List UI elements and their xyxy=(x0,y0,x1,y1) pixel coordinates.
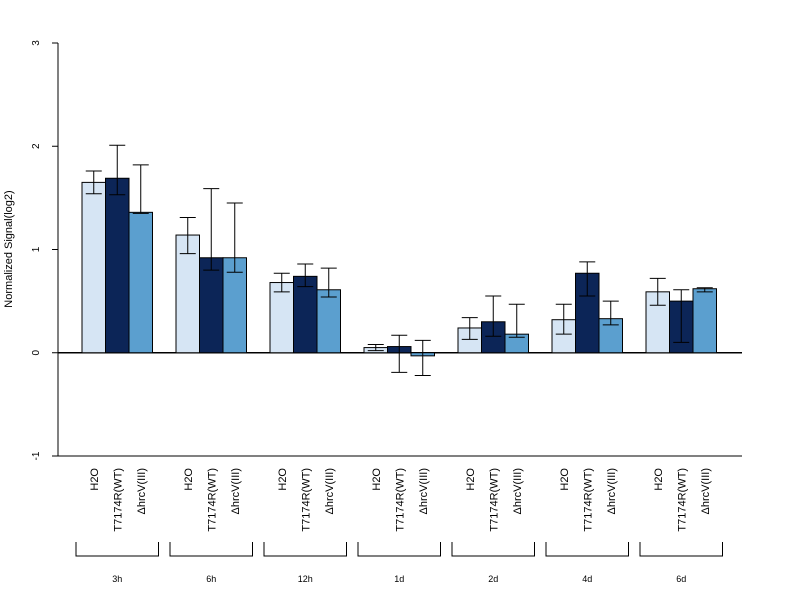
y-tick-label: 3 xyxy=(31,40,42,46)
bar-label: ΔhrcV(III) xyxy=(512,468,524,514)
group-label: 3h xyxy=(112,574,122,584)
group-bracket xyxy=(639,542,723,557)
bar-label: H2O xyxy=(653,468,665,491)
bar-label: T7174R(WT) xyxy=(300,468,312,532)
bar-label: ΔhrcV(III) xyxy=(700,468,712,514)
bar-label: ΔhrcV(III) xyxy=(606,468,618,514)
bar-label: T7174R(WT) xyxy=(112,468,124,532)
group-label: 2d xyxy=(488,574,498,584)
group-bracket xyxy=(263,542,347,557)
bar-label: T7174R(WT) xyxy=(394,468,406,532)
bar-label: ΔhrcV(III) xyxy=(136,468,148,514)
bar-label: ΔhrcV(III) xyxy=(418,468,430,514)
bar-label: H2O xyxy=(183,468,195,491)
bar-label: T7174R(WT) xyxy=(488,468,500,532)
bar-label: T7174R(WT) xyxy=(206,468,218,532)
bar xyxy=(128,211,153,354)
y-tick-label: 1 xyxy=(31,246,42,252)
bar xyxy=(692,288,717,354)
group-bracket xyxy=(357,542,441,557)
bar xyxy=(105,177,130,354)
bar-label: H2O xyxy=(465,468,477,491)
bar-label: H2O xyxy=(277,468,289,491)
bar xyxy=(81,181,106,354)
bar-label: ΔhrcV(III) xyxy=(230,468,242,514)
bar xyxy=(269,282,294,354)
group-label: 6d xyxy=(676,574,686,584)
y-axis: -1 0 1 2 3 xyxy=(31,40,59,460)
y-axis-title: Normalized Signal(log2) xyxy=(3,190,15,307)
bar-label: H2O xyxy=(371,468,383,491)
bar xyxy=(199,257,224,354)
bar xyxy=(293,275,318,354)
group-label: 12h xyxy=(298,574,313,584)
bar-label: T7174R(WT) xyxy=(676,468,688,532)
bar-labels-layer: H2O T7174R(WT) ΔhrcV(III) H2O T7174R(WT) Δhrc… xyxy=(89,468,712,532)
bar-label: H2O xyxy=(559,468,571,491)
bar-label: H2O xyxy=(89,468,101,491)
group-bracket xyxy=(75,542,159,557)
y-tick-label: -1 xyxy=(31,451,42,460)
group-label: 6h xyxy=(206,574,216,584)
group-brackets-layer: 3h 6h 12h 1d 2d 4d 6d xyxy=(75,542,723,584)
group-bracket xyxy=(451,542,535,557)
bar-label: ΔhrcV(III) xyxy=(324,468,336,514)
group-bracket xyxy=(169,542,253,557)
bars-layer xyxy=(81,144,717,376)
bar xyxy=(316,289,341,354)
group-label: 1d xyxy=(394,574,404,584)
group-bracket xyxy=(545,542,629,557)
bar-label: T7174R(WT) xyxy=(582,468,594,532)
y-tick-label: 0 xyxy=(31,350,42,356)
y-tick-label: 2 xyxy=(31,143,42,149)
group-label: 4d xyxy=(582,574,592,584)
